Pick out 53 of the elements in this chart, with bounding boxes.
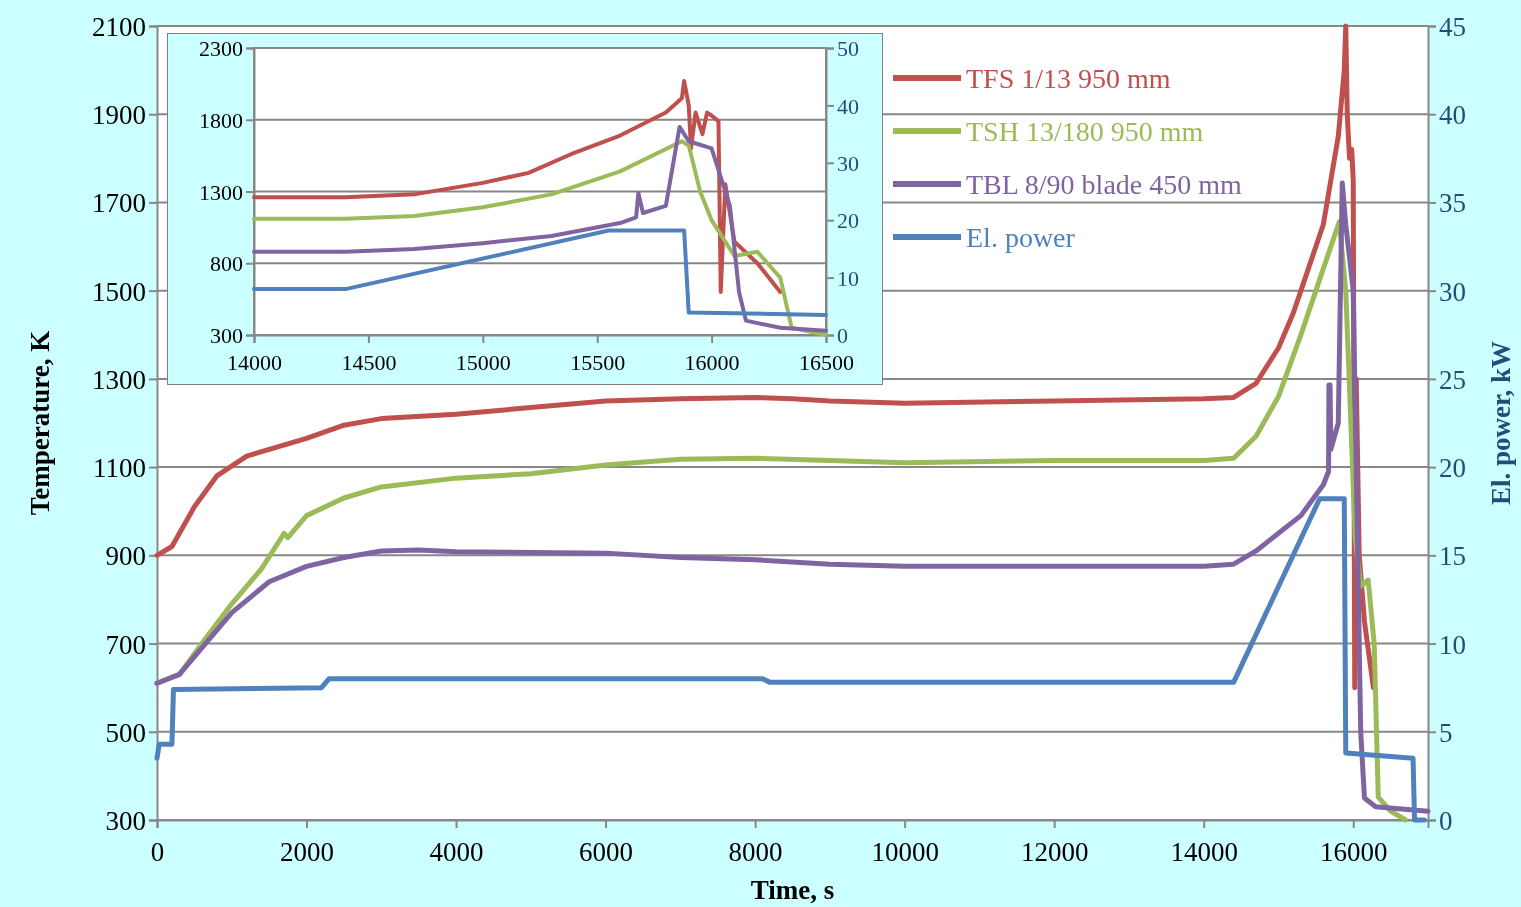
y2-tick-label: 35: [1439, 188, 1466, 219]
y-tick-label: 800: [210, 251, 243, 277]
x-tick-label: 0: [150, 836, 165, 867]
x-tick-label: 16000: [684, 350, 740, 376]
y-tick-label: 1300: [199, 179, 243, 205]
y2-tick-label: 45: [1439, 11, 1466, 42]
x-tick-label: 14000: [227, 350, 282, 376]
y-tick-label: 300: [210, 323, 243, 349]
y2-tick-label: 0: [837, 323, 848, 349]
y2-tick-label: 5: [1439, 717, 1453, 748]
y2-tick-label: 40: [837, 93, 859, 119]
y-tick-label: 1900: [92, 100, 146, 131]
x-tick-label: 15500: [570, 350, 626, 376]
x-tick-label: 15000: [455, 350, 511, 376]
legend-label: TBL 8/90 blade 450 mm: [966, 168, 1243, 200]
y-tick-label: 1100: [93, 453, 146, 484]
y2-axis-title: El. power, kW: [1486, 340, 1516, 506]
y2-tick-label: 0: [1439, 805, 1453, 836]
y-tick-label: 2300: [199, 36, 243, 62]
x-tick-label: 16500: [799, 350, 854, 376]
y2-tick-label: 30: [837, 151, 859, 176]
legend-label: El. power: [966, 221, 1076, 253]
y-tick-label: 2100: [92, 11, 146, 42]
y-tick-label: 1800: [199, 107, 243, 133]
x-tick-label: 14000: [1170, 836, 1238, 867]
x-tick-label: 10000: [871, 836, 939, 867]
y2-tick-label: 50: [837, 36, 859, 62]
x-tick-label: 8000: [728, 836, 783, 867]
x-tick-label: 4000: [429, 836, 484, 867]
y-tick-label: 700: [105, 629, 146, 660]
y2-tick-label: 40: [1439, 100, 1466, 131]
x-tick-label: 12000: [1020, 836, 1089, 867]
y2-tick-label: 20: [837, 208, 859, 234]
y2-tick-label: 15: [1439, 541, 1466, 572]
y-tick-label: 1300: [92, 364, 146, 395]
y2-tick-label: 30: [1439, 276, 1466, 307]
x-tick-label: 14500: [341, 350, 397, 376]
x-tick-label: 6000: [579, 836, 634, 867]
y-tick-label: 900: [105, 541, 146, 572]
y-tick-label: 500: [105, 717, 146, 748]
legend-label: TSH 13/180 950 mm: [966, 115, 1204, 147]
y-tick-label: 1500: [92, 276, 146, 307]
y2-tick-label: 20: [1439, 453, 1466, 484]
y2-tick-label: 10: [1439, 629, 1466, 660]
y-axis-title: Temperature, K: [25, 330, 55, 516]
y2-tick-label: 10: [837, 265, 859, 291]
y-tick-label: 1700: [92, 188, 146, 219]
x-axis-title: Time, s: [750, 875, 835, 905]
y2-tick-label: 25: [1439, 364, 1466, 395]
y-tick-label: 300: [105, 805, 146, 836]
legend-label: TFS 1/13 950 mm: [966, 62, 1171, 94]
x-tick-label: 2000: [280, 836, 335, 867]
x-tick-label: 16000: [1319, 836, 1388, 867]
